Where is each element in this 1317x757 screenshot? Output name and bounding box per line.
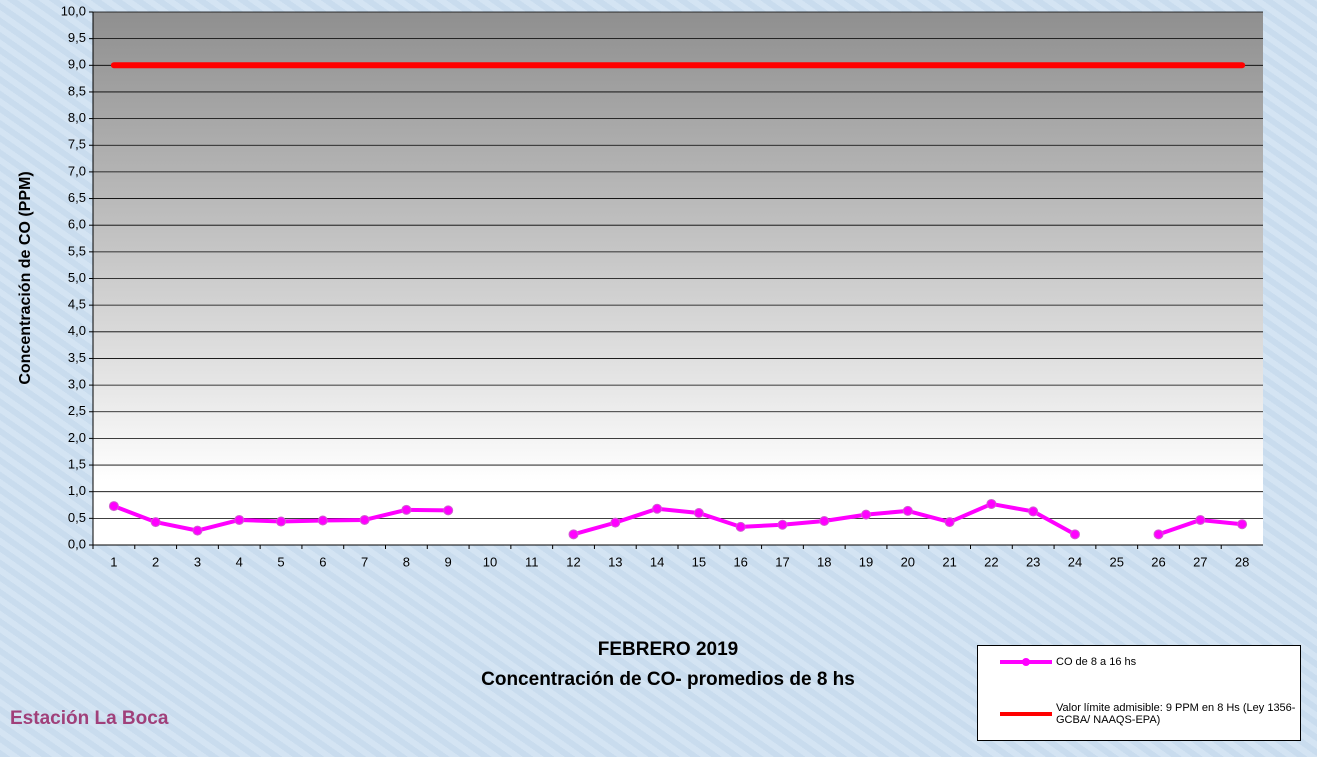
y-tick-label: 7,0 [68, 163, 86, 178]
x-tick-label: 4 [236, 554, 243, 569]
data-point [1069, 529, 1080, 540]
data-point [902, 505, 913, 516]
y-tick-label: 5,0 [68, 270, 86, 285]
data-point [819, 516, 830, 527]
x-tick-label: 16 [733, 554, 747, 569]
data-point [777, 519, 788, 530]
x-tick-label: 23 [1026, 554, 1040, 569]
x-tick-label: 1 [110, 554, 117, 569]
data-point [317, 515, 328, 526]
legend-entry: Valor límite admisible: 9 PPM en 8 Hs (L… [1000, 702, 1296, 726]
data-point [986, 498, 997, 509]
x-tick-label: 27 [1193, 554, 1207, 569]
x-tick-label: 13 [608, 554, 622, 569]
x-tick-label: 9 [445, 554, 452, 569]
data-point [735, 521, 746, 532]
data-point [568, 529, 579, 540]
x-tick-label: 20 [901, 554, 915, 569]
x-tick-label: 19 [859, 554, 873, 569]
y-tick-label: 1,5 [68, 456, 86, 471]
data-point [192, 525, 203, 536]
legend-entry: CO de 8 a 16 hs [1000, 650, 1296, 674]
y-tick-label: 4,5 [68, 297, 86, 312]
data-point [401, 504, 412, 515]
x-tick-label: 14 [650, 554, 664, 569]
data-point [944, 517, 955, 528]
data-point [359, 514, 370, 525]
y-tick-label: 9,5 [68, 30, 86, 45]
x-tick-label: 22 [984, 554, 998, 569]
legend-swatch [1000, 658, 1052, 666]
data-point [1028, 506, 1039, 517]
data-point [443, 505, 454, 516]
x-tick-label: 15 [692, 554, 706, 569]
y-tick-label: 8,0 [68, 110, 86, 125]
y-tick-label: 0,0 [68, 536, 86, 551]
data-point [276, 516, 287, 527]
y-tick-label: 3,0 [68, 377, 86, 392]
y-tick-label: 4,0 [68, 323, 86, 338]
x-tick-label: 28 [1235, 554, 1249, 569]
y-tick-label: 8,5 [68, 83, 86, 98]
y-axis-label: Concentración de CO (PPM) [17, 171, 34, 384]
y-tick-label: 3,5 [68, 350, 86, 365]
x-tick-label: 25 [1110, 554, 1124, 569]
x-tick-label: 5 [277, 554, 284, 569]
data-point [1153, 529, 1164, 540]
y-tick-label: 2,5 [68, 403, 86, 418]
y-tick-label: 2,0 [68, 430, 86, 445]
legend-label: Valor límite admisible: 9 PPM en 8 Hs (L… [1056, 702, 1296, 726]
x-tick-label: 2 [152, 554, 159, 569]
x-tick-label: 10 [483, 554, 497, 569]
x-tick-label: 7 [361, 554, 368, 569]
station-label: Estación La Boca [10, 708, 169, 729]
legend-marker [1022, 658, 1030, 666]
data-point [861, 509, 872, 520]
legend: CO de 8 a 16 hs Valor límite admisible: 9… [977, 645, 1301, 741]
y-tick-label: 10,0 [61, 3, 86, 18]
x-tick-label: 18 [817, 554, 831, 569]
y-tick-label: 0,5 [68, 510, 86, 525]
x-tick-label: 24 [1068, 554, 1082, 569]
data-point [1237, 519, 1248, 530]
legend-swatch [1000, 712, 1052, 716]
data-point [693, 508, 704, 519]
x-tick-label: 3 [194, 554, 201, 569]
x-tick-label: 8 [403, 554, 410, 569]
x-tick-label: 21 [942, 554, 956, 569]
y-tick-label: 1,0 [68, 483, 86, 498]
chart-title: FEBRERO 2019 [598, 639, 738, 660]
legend-label: CO de 8 a 16 hs [1056, 656, 1137, 668]
x-tick-label: 26 [1151, 554, 1165, 569]
x-tick-label: 12 [566, 554, 580, 569]
y-tick-label: 6,5 [68, 190, 86, 205]
data-point [1195, 514, 1206, 525]
y-tick-label: 9,0 [68, 57, 86, 72]
chart-subtitle: Concentración de CO- promedios de 8 hs [481, 669, 855, 690]
data-point [108, 501, 119, 512]
data-point [652, 503, 663, 514]
data-point [610, 517, 621, 528]
y-tick-label: 6,0 [68, 217, 86, 232]
data-point [234, 514, 245, 525]
y-tick-label: 5,5 [68, 243, 86, 258]
data-point [150, 517, 161, 528]
x-tick-label: 11 [525, 554, 539, 569]
x-tick-label: 6 [319, 554, 326, 569]
x-tick-label: 17 [775, 554, 789, 569]
y-tick-label: 7,5 [68, 137, 86, 152]
